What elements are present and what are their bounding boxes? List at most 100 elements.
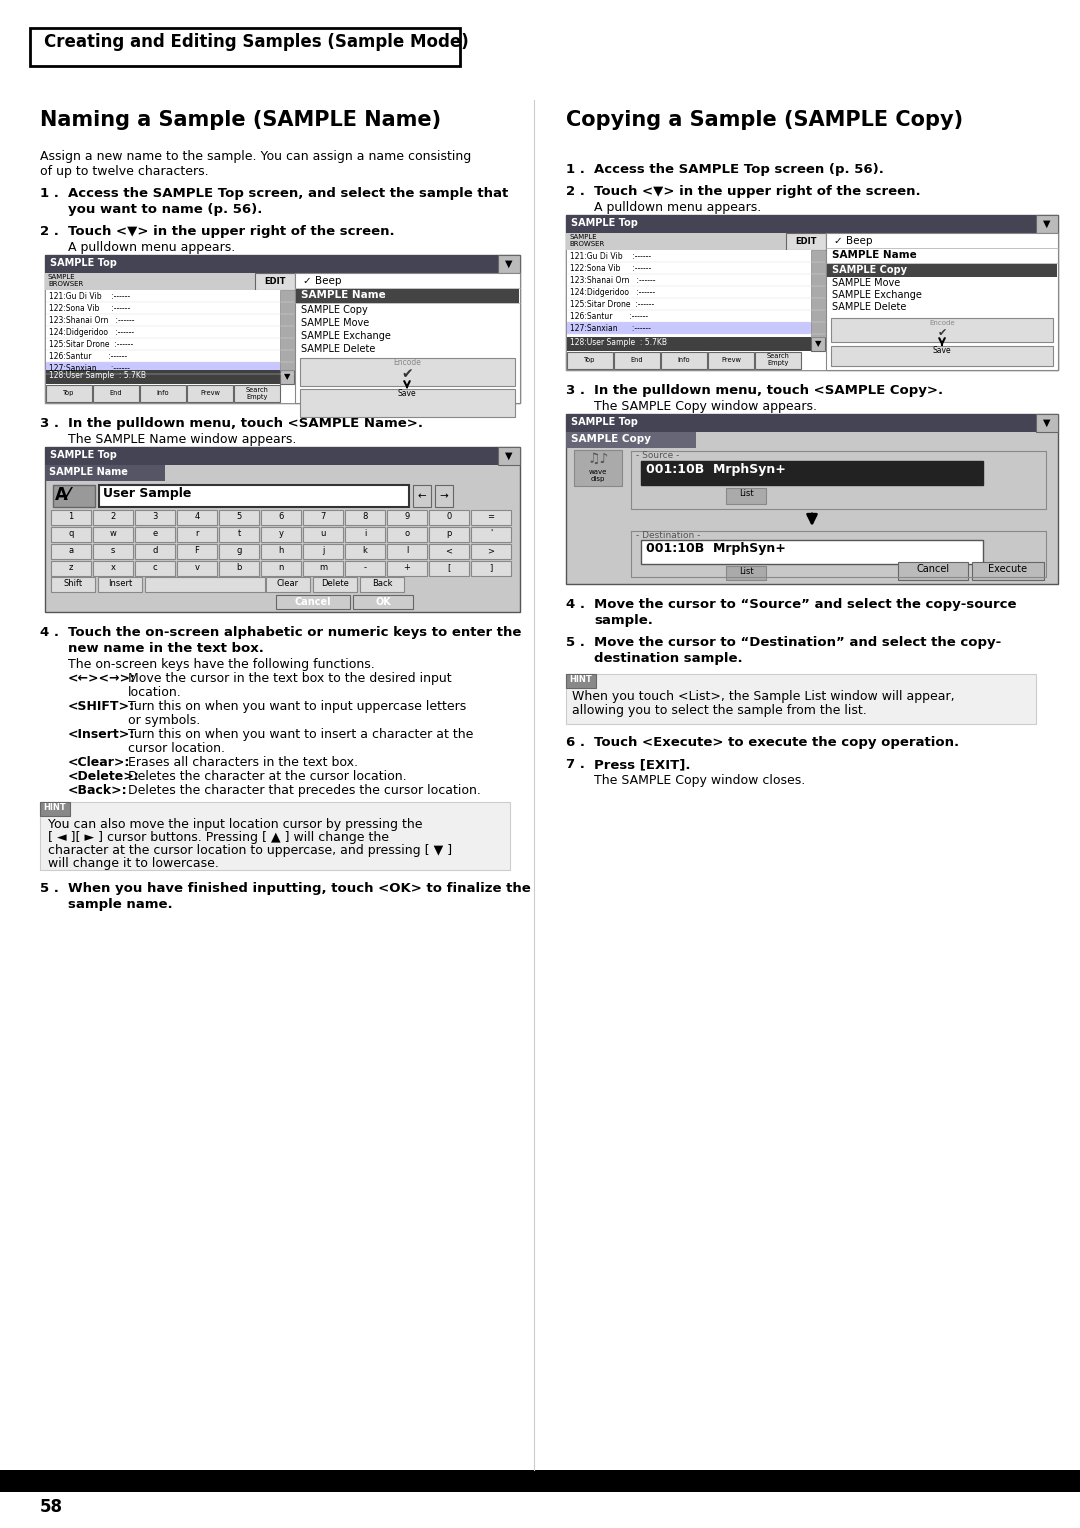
Text: →: →: [440, 490, 448, 501]
Bar: [30, 28, 460, 66]
Text: d: d: [152, 545, 158, 555]
Text: List: List: [739, 567, 754, 576]
Bar: [567, 322, 825, 335]
Text: >: >: [487, 545, 495, 555]
Bar: [387, 544, 427, 559]
Text: Turn this on when you want to input uppercase letters: Turn this on when you want to input uppe…: [129, 700, 467, 714]
Text: v: v: [194, 562, 200, 571]
Bar: [261, 561, 301, 576]
Text: The on-screen keys have the following functions.: The on-screen keys have the following fu…: [68, 659, 375, 671]
Text: Access the SAMPLE Top screen, and select the sample that: Access the SAMPLE Top screen, and select…: [68, 186, 509, 200]
Text: 7 .: 7 .: [566, 758, 585, 772]
Bar: [786, 232, 826, 251]
Text: Cancel: Cancel: [917, 564, 949, 575]
Bar: [255, 274, 295, 290]
Bar: [93, 385, 139, 402]
Bar: [296, 289, 519, 303]
Text: 1: 1: [68, 512, 73, 521]
Bar: [93, 544, 133, 559]
Text: SAMPLE Name: SAMPLE Name: [832, 251, 917, 260]
Text: ]: ]: [489, 562, 492, 571]
Text: <←><→>:: <←><→>:: [68, 672, 136, 685]
Bar: [261, 527, 301, 542]
Bar: [303, 510, 343, 526]
Text: location.: location.: [129, 686, 181, 698]
Bar: [708, 351, 754, 368]
Text: Save: Save: [933, 345, 951, 354]
Text: User Sample: User Sample: [103, 487, 191, 500]
Text: ▼: ▼: [814, 339, 821, 348]
Text: Touch <▼> in the upper right of the screen.: Touch <▼> in the upper right of the scre…: [594, 185, 920, 199]
Text: EDIT: EDIT: [265, 277, 286, 286]
Text: 126:Santur       :------: 126:Santur :------: [570, 312, 648, 321]
Text: 1 .: 1 .: [40, 186, 59, 200]
Bar: [567, 298, 825, 310]
Text: b: b: [237, 562, 242, 571]
Text: i: i: [364, 529, 366, 538]
Text: Info: Info: [157, 390, 170, 396]
Bar: [45, 274, 295, 290]
Bar: [566, 414, 1036, 432]
Text: A pulldown menu appears.: A pulldown menu appears.: [68, 241, 235, 254]
Bar: [726, 565, 766, 581]
Text: End: End: [631, 358, 644, 364]
Bar: [567, 338, 825, 351]
Bar: [566, 215, 1036, 232]
Text: SAMPLE Delete: SAMPLE Delete: [301, 344, 376, 354]
Text: 124:Didgeridoo   :------: 124:Didgeridoo :------: [570, 287, 656, 296]
Text: Search
Empty: Search Empty: [245, 387, 269, 399]
Bar: [567, 274, 825, 286]
Text: Clear: Clear: [276, 579, 299, 588]
Bar: [177, 544, 217, 559]
Text: SAMPLE Move: SAMPLE Move: [832, 278, 901, 287]
Bar: [40, 802, 70, 816]
Bar: [471, 544, 511, 559]
Text: In the pulldown menu, touch <SAMPLE Copy>.: In the pulldown menu, touch <SAMPLE Copy…: [594, 384, 943, 397]
Text: <: <: [446, 545, 453, 555]
Bar: [811, 338, 825, 351]
Bar: [429, 510, 469, 526]
Text: m: m: [319, 562, 327, 571]
Text: cursor location.: cursor location.: [129, 743, 225, 755]
Bar: [345, 510, 384, 526]
Text: SAMPLE Copy: SAMPLE Copy: [301, 306, 368, 315]
Bar: [831, 345, 1053, 367]
Text: Assign a new name to the sample. You can assign a name consisting: Assign a new name to the sample. You can…: [40, 150, 471, 163]
Bar: [45, 465, 165, 481]
Text: Touch <▼> in the upper right of the screen.: Touch <▼> in the upper right of the scre…: [68, 225, 394, 238]
Text: ▼: ▼: [1043, 219, 1051, 229]
Text: e: e: [152, 529, 158, 538]
Bar: [642, 461, 983, 484]
Text: 124:Didgeridoo   :------: 124:Didgeridoo :------: [49, 329, 134, 338]
Bar: [826, 232, 1058, 370]
Text: 6 .: 6 .: [566, 736, 585, 749]
Text: 58: 58: [40, 1497, 63, 1516]
Bar: [313, 578, 357, 591]
Bar: [135, 527, 175, 542]
Bar: [345, 561, 384, 576]
Text: 128:User Sample  : 5.7KB: 128:User Sample : 5.7KB: [570, 338, 667, 347]
Text: Cancel: Cancel: [295, 597, 332, 607]
Bar: [353, 594, 413, 610]
Text: ←: ←: [418, 490, 427, 501]
Text: - Source -: - Source -: [636, 451, 679, 460]
Text: - Destination -: - Destination -: [636, 532, 700, 539]
Bar: [429, 561, 469, 576]
Bar: [135, 561, 175, 576]
Text: Encode: Encode: [393, 358, 421, 367]
Text: h: h: [279, 545, 284, 555]
Text: SAMPLE Delete: SAMPLE Delete: [832, 303, 906, 312]
Text: SAMPLE
BROWSER: SAMPLE BROWSER: [569, 234, 604, 248]
Bar: [140, 385, 186, 402]
Text: Touch the on-screen alphabetic or numeric keys to enter the: Touch the on-screen alphabetic or numeri…: [68, 626, 522, 639]
Bar: [295, 274, 519, 403]
Text: 125:Sitar Drone  :------: 125:Sitar Drone :------: [570, 299, 654, 309]
Text: ✔: ✔: [401, 367, 413, 380]
Text: Creating and Editing Samples (Sample Mode): Creating and Editing Samples (Sample Mod…: [44, 34, 469, 50]
Text: a: a: [68, 545, 73, 555]
Bar: [219, 561, 259, 576]
Text: SAMPLE Move: SAMPLE Move: [301, 318, 369, 329]
Text: you want to name (p. 56).: you want to name (p. 56).: [68, 203, 262, 215]
Bar: [303, 544, 343, 559]
Bar: [387, 561, 427, 576]
